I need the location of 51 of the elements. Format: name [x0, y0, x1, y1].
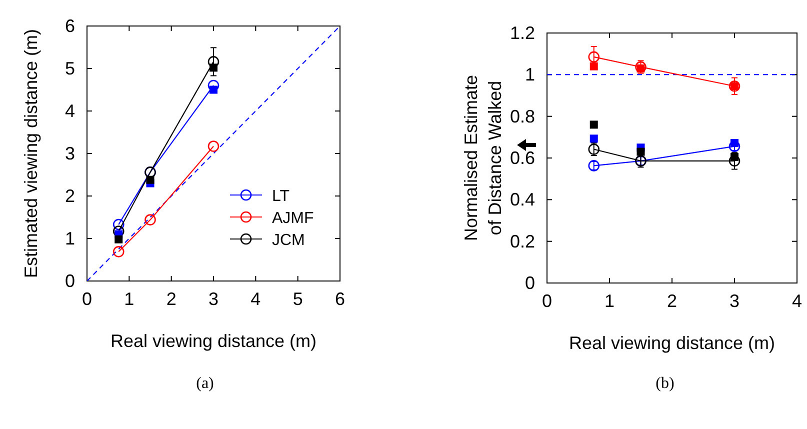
- y-tick-label: 0.4: [510, 190, 535, 210]
- point: [590, 62, 598, 70]
- x-tick-label: 2: [666, 291, 678, 311]
- y-tick-label: 4: [64, 101, 75, 121]
- y-tick-label: 3: [64, 144, 75, 164]
- y-tick-label: 1: [64, 228, 75, 248]
- point: [208, 56, 220, 68]
- x-tick-label: 4: [250, 289, 261, 309]
- x-axis-title: Real viewing distance (m): [110, 331, 317, 351]
- x-tick-label: 4: [792, 291, 802, 311]
- legend-label: JCM: [272, 232, 305, 249]
- x-axis-title: Real viewing distance (m): [568, 333, 776, 353]
- y-tick-label: 0.6: [510, 148, 535, 168]
- y-tick-label: 0.2: [510, 231, 535, 252]
- y-tick-label: 2: [64, 186, 75, 206]
- legend-label: LT: [272, 188, 290, 205]
- y-tick-label: 0.8: [510, 106, 535, 126]
- text: (a): [196, 375, 214, 392]
- y-axis-title: Normalised Estimate of Distance Walked: [461, 74, 505, 242]
- point: [210, 86, 218, 94]
- x-tick-label: 1: [124, 289, 134, 309]
- x-tick-label: 5: [292, 289, 303, 309]
- x-tick-label: 3: [208, 289, 219, 309]
- y-tick-label: 0: [524, 273, 535, 293]
- point: [590, 120, 598, 129]
- point: [112, 246, 124, 258]
- y-axis-title: Estimated viewing distance (m): [21, 28, 41, 278]
- x-tick-label: 2: [166, 289, 176, 309]
- x-tick-label: 0: [82, 289, 92, 309]
- point: [114, 235, 123, 244]
- point: [588, 160, 600, 172]
- point: [210, 64, 218, 72]
- point: [112, 218, 124, 230]
- x-tick-label: 6: [334, 289, 346, 309]
- point: [588, 144, 600, 155]
- x-tick-label: 1: [604, 291, 615, 311]
- y-tick-label: 1: [524, 64, 535, 85]
- point: [112, 226, 124, 237]
- y-tick-label: 5: [64, 58, 75, 78]
- point: [588, 51, 600, 63]
- point: [730, 139, 738, 147]
- y-tick-label: 1.2: [510, 23, 535, 43]
- point: [144, 214, 156, 226]
- x-tick-label: 0: [542, 291, 552, 311]
- y-tick-label: 0: [64, 271, 75, 291]
- point: [146, 176, 154, 184]
- y-tick-label: 6: [64, 16, 75, 36]
- x-tick-label: 3: [729, 291, 740, 311]
- legend-label: AJMF: [272, 210, 314, 227]
- point: [208, 140, 220, 152]
- text: (b): [656, 375, 674, 392]
